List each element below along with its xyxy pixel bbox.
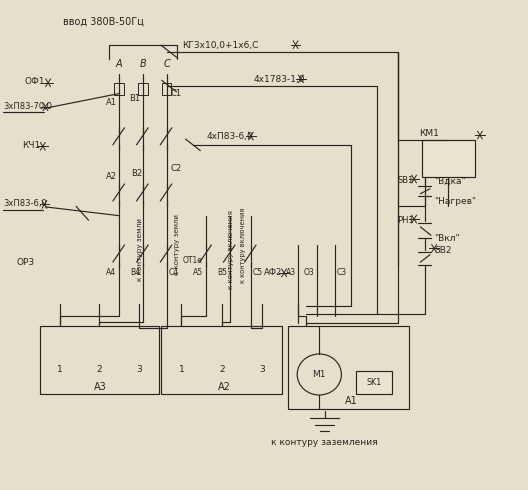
Text: С1: С1 (171, 89, 182, 98)
Text: 2: 2 (97, 366, 102, 374)
Text: к контуру земли: к контуру земли (137, 219, 143, 281)
Text: 4хП83-6,0: 4хП83-6,0 (206, 132, 253, 141)
Text: А3: А3 (286, 268, 296, 277)
Text: КМ1: КМ1 (419, 128, 439, 138)
Text: А1: А1 (106, 98, 117, 107)
Text: С2: С2 (171, 164, 182, 172)
Text: А2: А2 (106, 172, 117, 180)
Text: "Нагрев": "Нагрев" (434, 197, 476, 206)
Text: B: B (139, 59, 146, 69)
Text: В1: В1 (129, 94, 140, 103)
Text: КГ3х10,0+1х6,С: КГ3х10,0+1х6,С (182, 41, 259, 49)
Text: 3: 3 (136, 366, 142, 374)
Bar (40, 326, 159, 394)
Bar (162, 326, 282, 394)
Text: к контуру включения: к контуру включения (228, 210, 234, 289)
Text: SB1: SB1 (398, 176, 414, 185)
Text: В4: В4 (130, 268, 140, 277)
Text: О3: О3 (303, 268, 314, 277)
Bar (422, 140, 475, 176)
Bar (356, 370, 392, 394)
Bar (138, 82, 148, 95)
Text: ОФ1: ОФ1 (25, 77, 45, 86)
Text: М1: М1 (313, 370, 326, 379)
Text: к контуру земли: к контуру земли (174, 215, 180, 275)
Text: C: C (163, 59, 170, 69)
Text: SK1: SK1 (366, 378, 382, 387)
Text: 3: 3 (259, 366, 265, 374)
Text: КЧ1: КЧ1 (22, 141, 40, 150)
Text: РН1: РН1 (398, 217, 414, 225)
Text: А3: А3 (95, 382, 107, 392)
Text: А1: А1 (344, 396, 357, 406)
Bar (162, 82, 171, 95)
Bar (115, 82, 124, 95)
Text: ввод 380В-50Гц: ввод 380В-50Гц (63, 16, 144, 26)
Text: 1: 1 (178, 366, 184, 374)
Text: В5: В5 (217, 268, 227, 277)
Text: А4: А4 (107, 268, 117, 277)
Text: В2: В2 (131, 169, 142, 177)
Text: 3хП83-6,0: 3хП83-6,0 (3, 199, 47, 208)
Text: A: A (116, 59, 122, 69)
Text: 2: 2 (219, 366, 225, 374)
Text: С5: С5 (252, 268, 262, 277)
Text: 1: 1 (57, 366, 63, 374)
Text: к контуру включения: к контуру включения (240, 207, 246, 283)
Text: "Вкл": "Вкл" (434, 234, 460, 243)
Text: А2: А2 (218, 382, 231, 392)
Text: 3хП83-70,0: 3хП83-70,0 (3, 101, 52, 111)
Text: SB2: SB2 (434, 246, 451, 255)
Text: АФ2: АФ2 (264, 268, 282, 277)
Text: "Вдка": "Вдка" (434, 176, 466, 185)
Text: 4х1783-1,0: 4х1783-1,0 (253, 75, 305, 84)
Text: С3: С3 (337, 268, 347, 277)
Text: к контуру заземления: к контуру заземления (271, 438, 378, 447)
Bar (288, 326, 409, 409)
Text: ОТ1е: ОТ1е (182, 256, 202, 265)
Text: А5: А5 (193, 268, 203, 277)
Text: С4: С4 (168, 268, 178, 277)
Text: ОР3: ОР3 (17, 258, 35, 267)
